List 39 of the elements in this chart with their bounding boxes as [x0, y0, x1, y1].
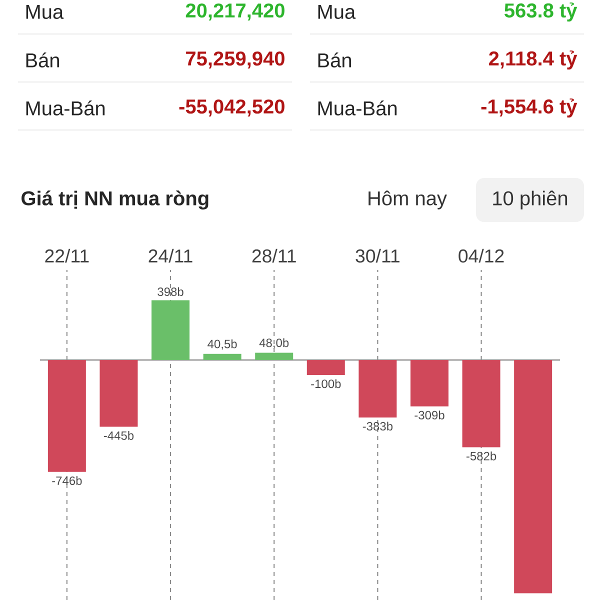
bar	[514, 360, 552, 594]
data-label: -309b	[414, 410, 444, 420]
data-label: 398b	[158, 287, 184, 296]
bar	[203, 354, 242, 360]
bar	[255, 352, 294, 360]
data-label: 48,0b	[259, 338, 289, 349]
data-label: -383b	[362, 422, 393, 431]
data-label: -100b	[311, 379, 341, 388]
text: Mua-Bán	[26, 100, 105, 116]
bar	[48, 360, 86, 472]
bar	[410, 360, 448, 406]
x-tick-label: 24/11	[148, 248, 192, 263]
x-tick-label: 30/11	[356, 248, 400, 263]
text: Hôm nay	[368, 190, 447, 210]
text: Bán	[318, 52, 352, 68]
data-label: -582b	[466, 452, 496, 460]
data-label: -445b	[104, 431, 134, 440]
bar	[152, 300, 190, 360]
data-label: -746b	[52, 476, 82, 485]
data-label: 40,5b	[208, 339, 237, 350]
bar	[358, 360, 397, 418]
text: Mua-Bán	[318, 100, 397, 116]
text: 2,118.4 tỷ	[489, 50, 578, 70]
text: 563.8 tỷ	[504, 2, 578, 22]
bar	[462, 360, 500, 448]
text: Bán	[26, 52, 59, 68]
text: 10 phiên	[493, 190, 568, 210]
text: Mua	[26, 5, 64, 19]
text: Mua	[318, 5, 356, 19]
bar	[306, 360, 345, 375]
text: -1,554.6 tỷ	[481, 98, 578, 118]
bar	[100, 360, 138, 427]
x-tick-label: 28/11	[252, 248, 296, 263]
chart-title: Giá trị NN mua ròng	[22, 190, 208, 210]
text: 20,217,420	[186, 3, 284, 21]
x-tick-label: 22/11	[45, 248, 89, 263]
text: -55,042,520	[179, 99, 284, 117]
text: 75,259,940	[186, 51, 284, 69]
x-tick-label: 04/12	[458, 248, 504, 263]
